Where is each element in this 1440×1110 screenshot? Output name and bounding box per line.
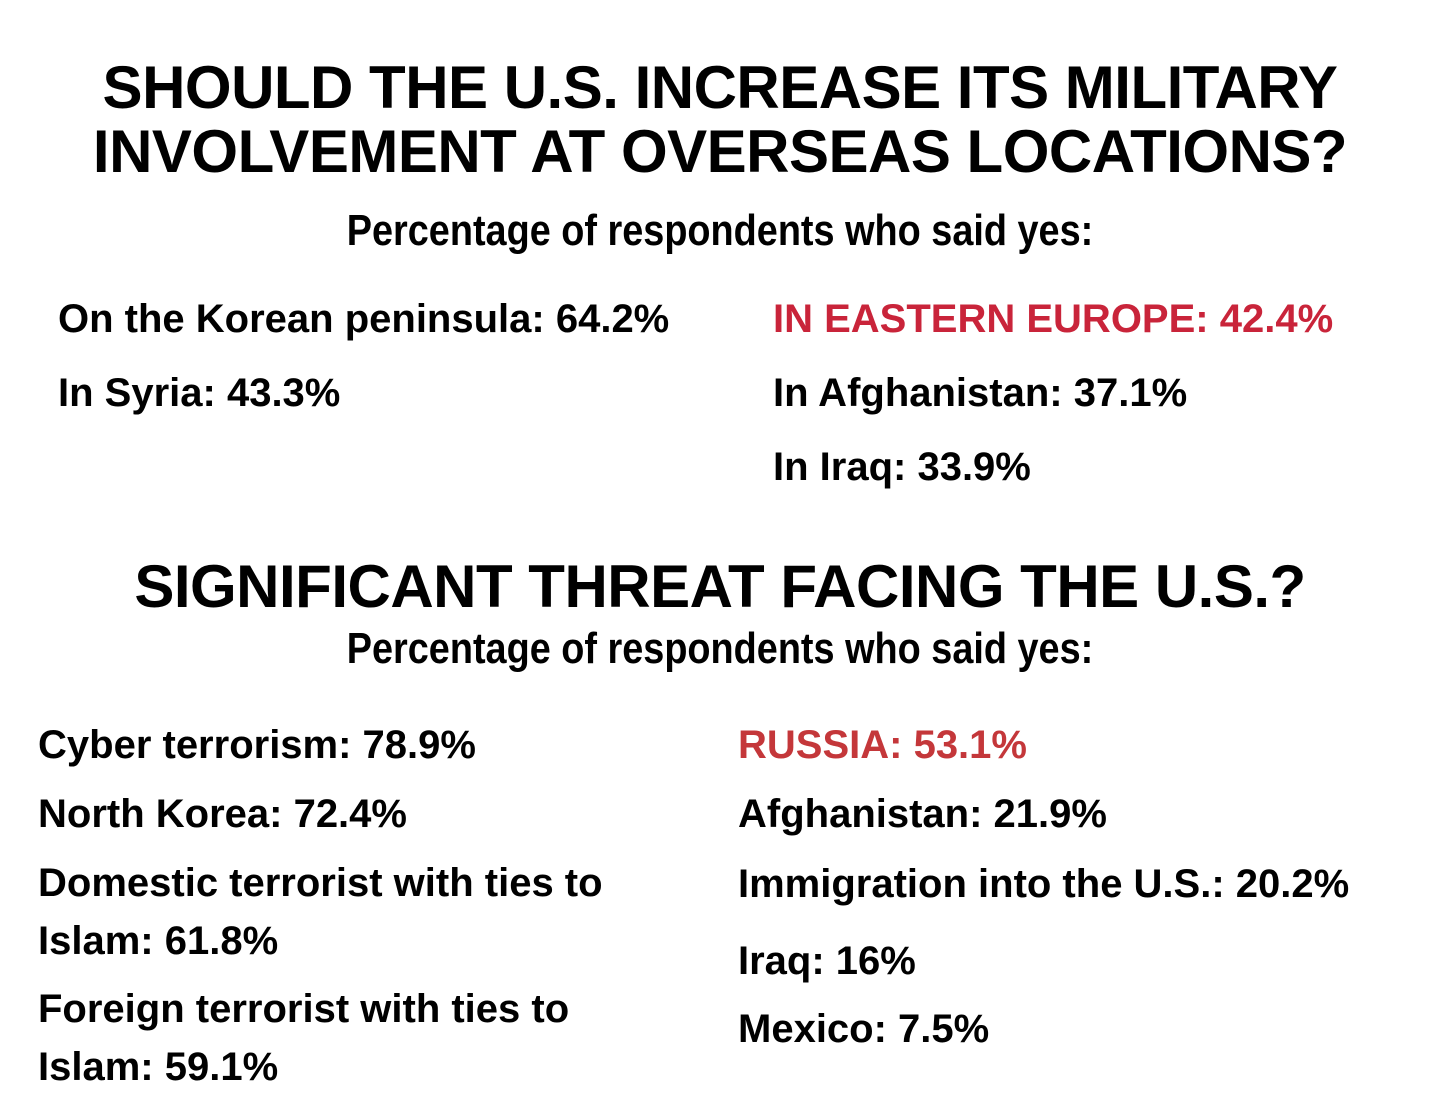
section2-item-afghanistan: Afghanistan: 21.9% <box>738 792 1107 836</box>
section1-item-korean-peninsula: On the Korean peninsula: 64.2% <box>58 297 670 341</box>
section2-item-russia: RUSSIA: 53.1% <box>738 723 1027 767</box>
section2-item-mexico: Mexico: 7.5% <box>738 1007 990 1051</box>
section2-item-cyber-terrorism: Cyber terrorism: 78.9% <box>38 723 476 767</box>
section2-item-domestic-terrorist: Domestic terrorist with ties to Islam: 6… <box>38 861 603 963</box>
section1-title-line1: SHOULD THE U.S. INCREASE ITS MILITARY <box>102 54 1338 121</box>
section2-title: SIGNIFICANT THREAT FACING THE U.S.? <box>134 553 1306 620</box>
section2-item-iraq: Iraq: 16% <box>738 939 916 983</box>
section1-title: SHOULD THE U.S. INCREASE ITS MILITARY IN… <box>0 56 1440 184</box>
section1-item-syria: In Syria: 43.3% <box>58 371 341 415</box>
section1-item-iraq: In Iraq: 33.9% <box>773 445 1031 489</box>
section1-title-line2: INVOLVEMENT AT OVERSEAS LOCATIONS? <box>92 118 1348 185</box>
section1-subtitle: Percentage of respondents who said yes: <box>346 206 1094 255</box>
section2-item-immigration: Immigration into the U.S.: 20.2% <box>738 862 1350 906</box>
section1-item-afghanistan: In Afghanistan: 37.1% <box>773 371 1188 415</box>
section2-subtitle: Percentage of respondents who said yes: <box>346 624 1094 673</box>
section2-item-foreign-terrorist: Foreign terrorist with ties to Islam: 59… <box>38 987 570 1089</box>
section1-item-eastern-europe: IN EASTERN EUROPE: 42.4% <box>773 297 1334 341</box>
section2-item-north-korea: North Korea: 72.4% <box>38 792 407 836</box>
